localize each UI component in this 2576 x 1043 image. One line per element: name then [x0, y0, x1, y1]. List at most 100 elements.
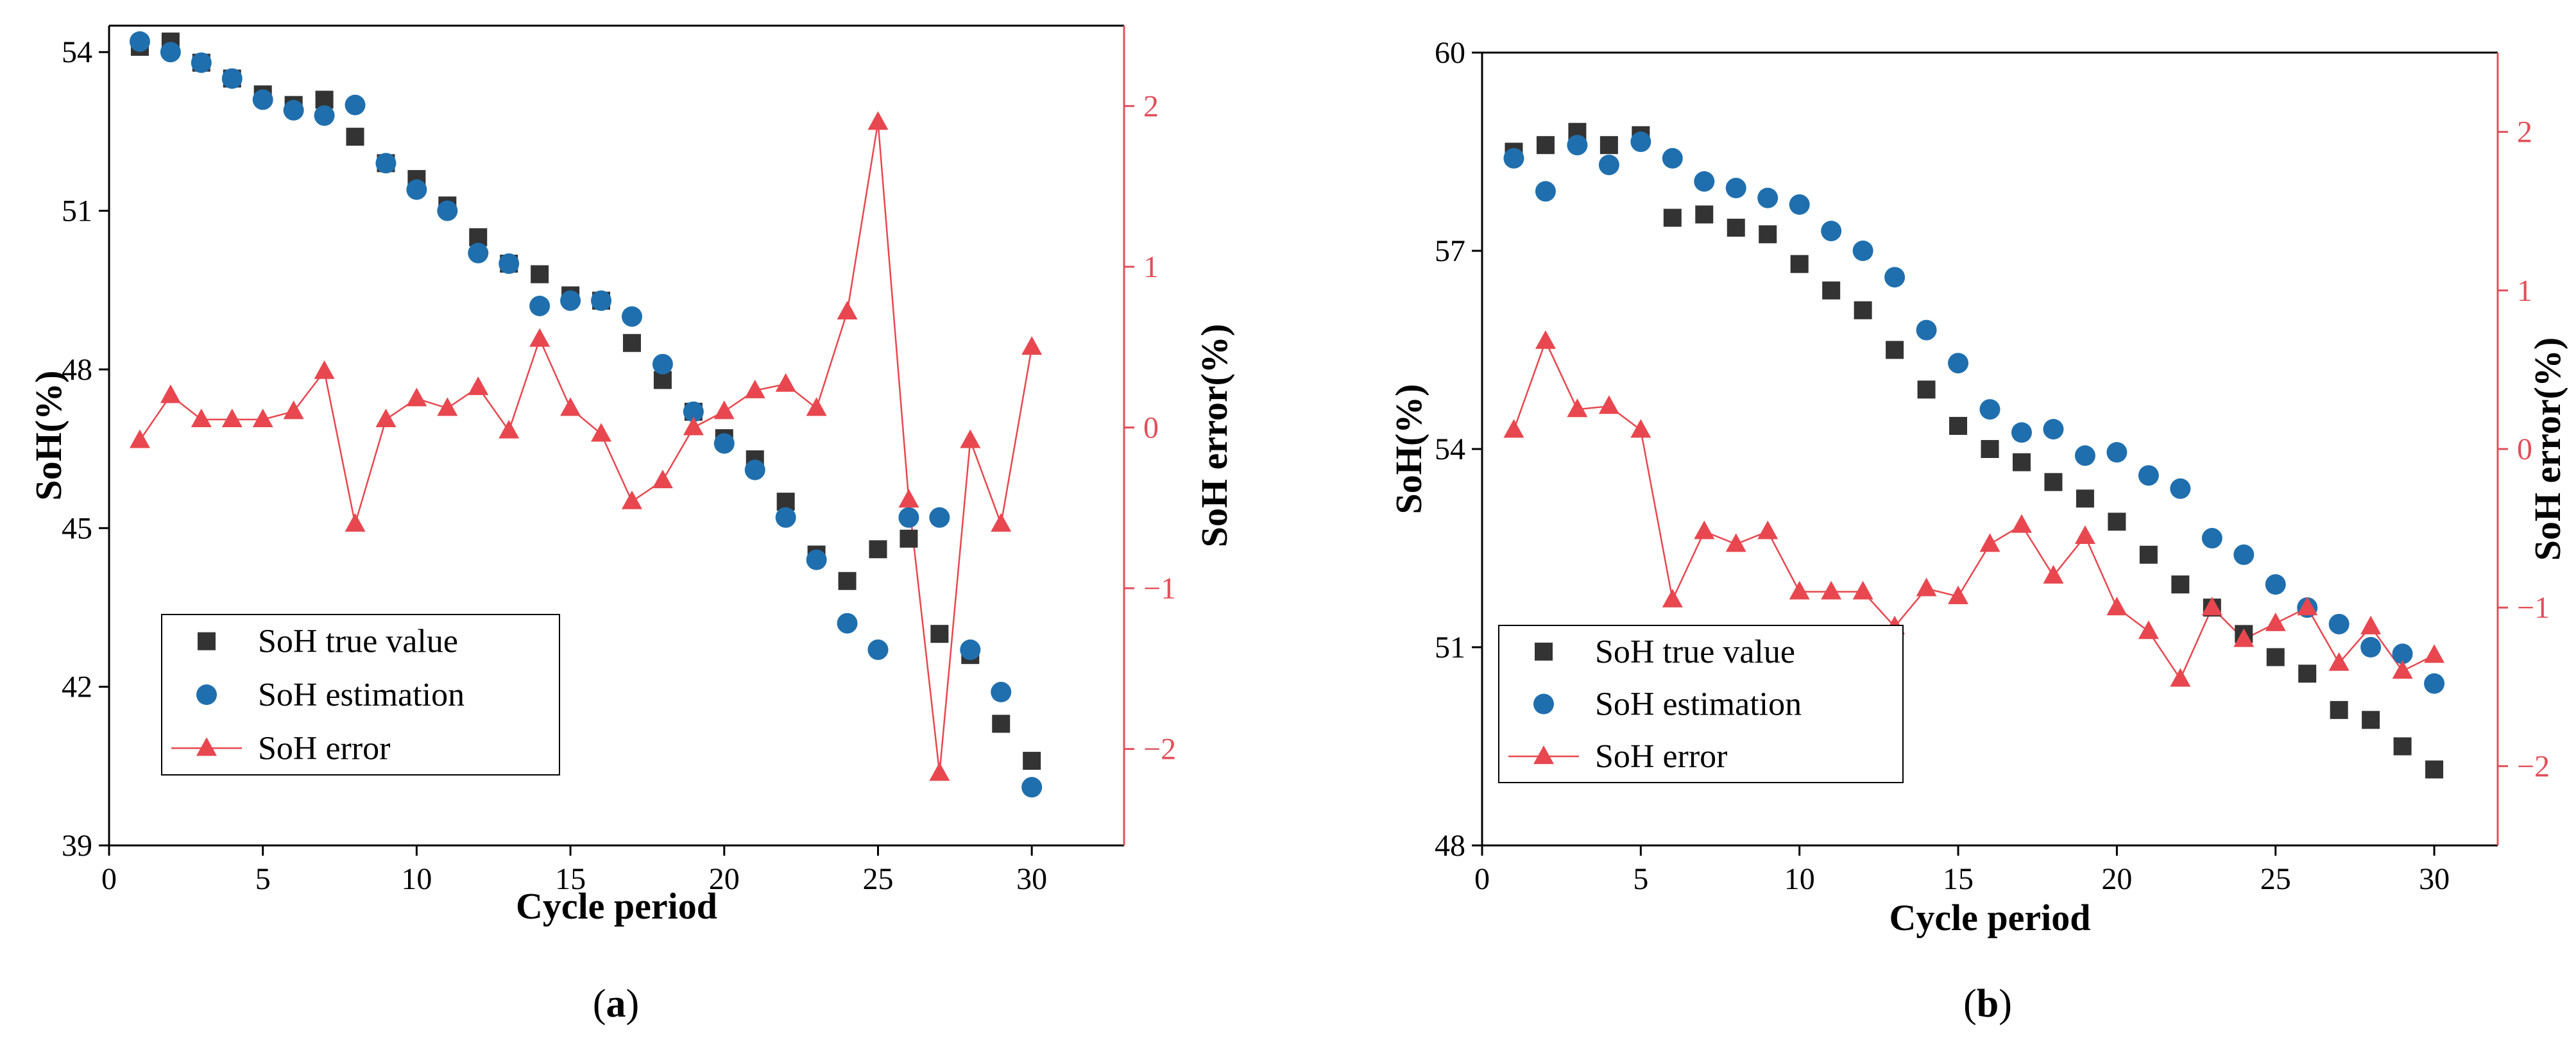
x-tick-label: 30 [1016, 862, 1047, 896]
estimation-point [2424, 673, 2445, 694]
estimation-point [713, 433, 735, 454]
legend-triangle-marker [196, 737, 217, 756]
error-point [2328, 652, 2350, 671]
true-value-point [1599, 136, 1618, 155]
error-point [560, 397, 581, 416]
y2-axis-label: SoH error(%) [2527, 337, 2568, 561]
error-point [2106, 597, 2128, 616]
true-value-point [1854, 301, 1872, 319]
estimation-point [1535, 181, 1556, 202]
error-point [1535, 330, 1556, 349]
true-value-point [838, 572, 857, 590]
true-value-point [1695, 205, 1714, 224]
error-point [2138, 620, 2159, 640]
estimation-point [1948, 353, 1969, 374]
estimation-point [345, 94, 366, 115]
true-value-point [1917, 380, 1936, 399]
estimation-point [499, 253, 520, 275]
true-value-point [1949, 416, 1968, 435]
y-tick-label: 48 [1435, 829, 1465, 863]
estimation-point [468, 242, 489, 264]
estimation-point [837, 613, 858, 634]
x-axis-label: Cycle period [516, 885, 717, 927]
legend-label-true-value: SoH true value [258, 623, 458, 660]
legend-circle-marker [1533, 693, 1554, 715]
error-point [252, 408, 273, 427]
x-tick-label: 15 [1943, 862, 1974, 896]
estimation-point [898, 507, 919, 528]
true-value-point [1536, 136, 1555, 155]
error-point [591, 423, 612, 442]
error-point [191, 408, 212, 427]
y2-tick-label: −2 [2517, 749, 2550, 783]
true-value-point [531, 265, 549, 284]
estimation-point [2265, 574, 2286, 595]
estimation-point [867, 639, 889, 660]
true-value-point [2298, 665, 2317, 683]
error-point [1916, 577, 1937, 597]
panel-label-letter: b [1977, 982, 1999, 1026]
true-value-point [2330, 700, 2348, 719]
error-point [129, 429, 150, 448]
x-tick-label: 5 [1633, 862, 1648, 896]
panel-label-open: ( [1963, 982, 1977, 1026]
error-point [375, 408, 397, 427]
estimation-point [252, 89, 273, 110]
x-tick-label: 0 [1474, 862, 1490, 896]
y-tick-label: 45 [62, 511, 92, 545]
estimation-point [160, 42, 181, 63]
error-point [221, 408, 243, 427]
estimation-point [406, 179, 427, 200]
estimation-point [375, 153, 397, 174]
x-tick-label: 15 [555, 862, 586, 896]
error-point [2392, 660, 2413, 679]
error-point [437, 397, 458, 416]
panel-label-close: ) [1999, 982, 2012, 1026]
error-point [1503, 419, 1524, 438]
estimation-point [2360, 637, 2382, 657]
error-point [1567, 398, 1588, 418]
true-value-point [2393, 737, 2412, 756]
error-point [1852, 581, 1873, 600]
y2-tick-label: −2 [1143, 733, 1176, 767]
error-point [2360, 615, 2382, 634]
estimation-point [129, 31, 150, 52]
true-value-point [1727, 218, 1745, 237]
true-value-point [2108, 513, 2126, 531]
y2-tick-label: −1 [1143, 572, 1176, 606]
error-point [529, 328, 550, 347]
estimation-point [621, 306, 642, 327]
x-axis-label: Cycle period [1889, 897, 2090, 938]
error-point [2265, 612, 2286, 631]
y-tick-label: 51 [62, 194, 92, 228]
panel-label-letter: a [606, 982, 626, 1026]
y-tick-label: 42 [62, 670, 92, 704]
true-value-point [869, 540, 887, 559]
x-tick-label: 20 [709, 862, 740, 896]
estimation-point [1852, 241, 1873, 261]
error-point [806, 397, 827, 416]
error-point [2074, 525, 2095, 544]
true-value-point [1981, 440, 1999, 458]
legend-triangle-marker [1533, 745, 1554, 765]
error-point [1948, 585, 1969, 604]
legend-circle-marker [196, 684, 217, 705]
estimation-point [744, 459, 765, 480]
error-point [2043, 564, 2064, 584]
error-point [283, 400, 304, 420]
error-point [406, 387, 427, 407]
estimation-point [1725, 178, 1746, 199]
error-point [775, 373, 796, 392]
estimation-point [221, 68, 243, 89]
y-tick-label: 54 [62, 35, 92, 69]
x-tick-label: 25 [2260, 862, 2291, 896]
true-value-point [2362, 711, 2380, 729]
estimation-point [2106, 442, 2128, 463]
estimation-point [2201, 528, 2222, 549]
error-point [683, 416, 704, 436]
estimation-point [1757, 187, 1778, 208]
y2-tick-label: 2 [1143, 89, 1159, 123]
estimation-point [929, 507, 950, 528]
true-value-point [1023, 752, 1041, 770]
